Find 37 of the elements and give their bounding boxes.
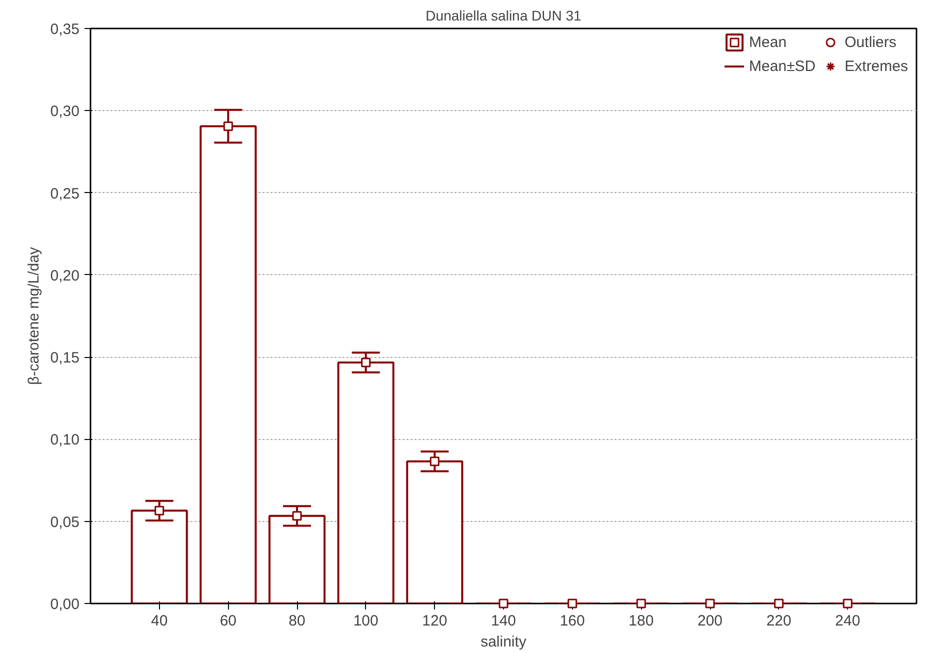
y-tick-label: 0,30	[50, 103, 80, 120]
point	[223, 122, 233, 131]
legend-label: Mean	[749, 34, 787, 50]
x-tick-label: 40	[150, 612, 168, 630]
annotation: Mean±SD	[749, 58, 816, 74]
y-axis-title: β-carotene mg/L/day	[25, 246, 42, 385]
x-tick-label: 120	[422, 612, 448, 630]
point	[842, 598, 852, 608]
y-tick-label: 0,15	[50, 350, 80, 367]
x-tick-label: 160	[560, 612, 585, 630]
legend-label: Outliers	[844, 34, 896, 50]
x-axis-title: salinity	[480, 634, 527, 650]
point	[292, 511, 302, 521]
chart-title: Dunaliella salina DUN 31	[426, 8, 582, 24]
point	[774, 598, 784, 608]
x-tick-label: 60	[220, 612, 237, 630]
point	[498, 598, 508, 608]
y-tick-label: 0,10	[50, 432, 80, 449]
x-tick-label: 180	[628, 612, 654, 630]
point	[361, 358, 371, 368]
x-tick-label: 100	[353, 612, 378, 630]
y-tick-label: 0,35	[50, 21, 80, 38]
point	[636, 598, 646, 608]
point	[154, 506, 164, 516]
y-tick-label: 0,00	[50, 596, 80, 613]
point	[568, 598, 578, 608]
point	[430, 456, 440, 466]
x-tick-label: 140	[490, 612, 516, 630]
point	[705, 598, 715, 608]
x-tick-label: 240	[835, 612, 860, 630]
x-tick-label: 80	[288, 612, 306, 630]
legend-label: Extremes	[844, 58, 908, 74]
x-tick-label: 200	[697, 612, 723, 630]
y-tick-label: 0,25	[50, 185, 80, 202]
x-tick-label: 220	[766, 612, 792, 630]
y-tick-label: 0,20	[50, 267, 80, 284]
y-tick-label: 0,05	[50, 514, 80, 531]
